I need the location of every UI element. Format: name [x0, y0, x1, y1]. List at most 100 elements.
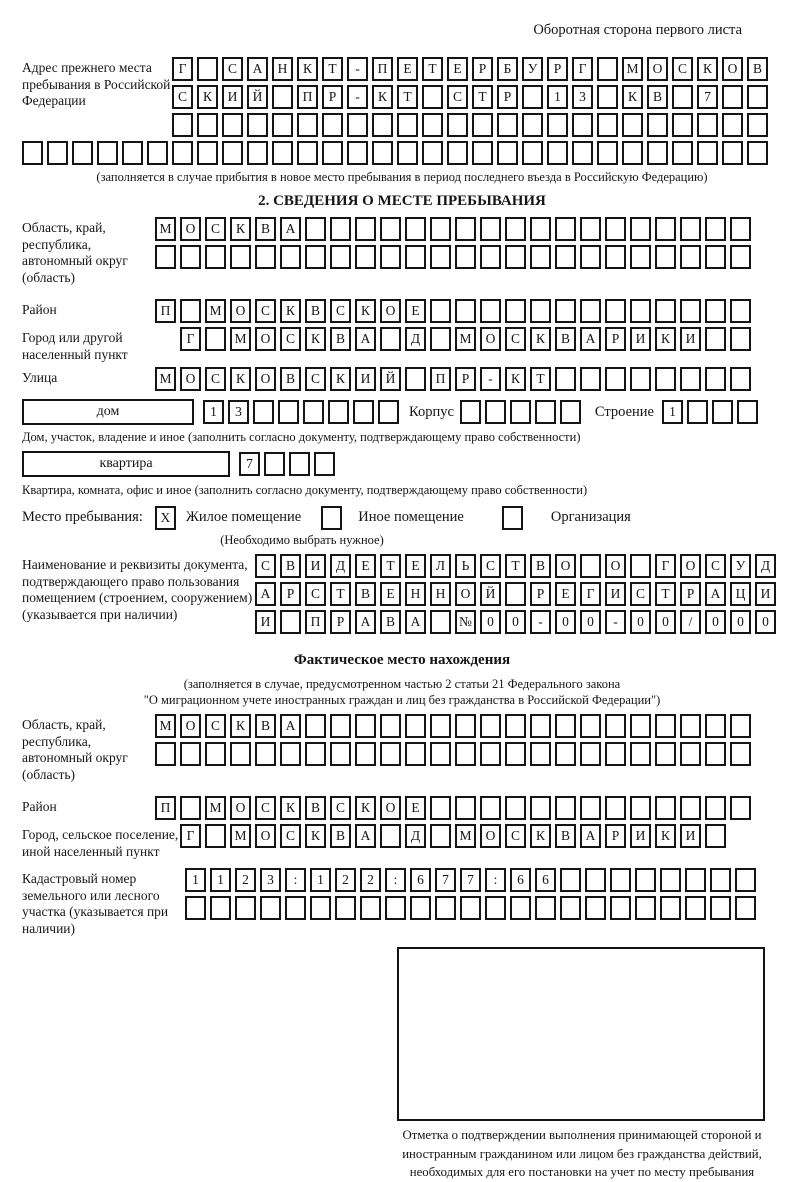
- form-cell: [205, 742, 226, 766]
- fact-rayon-label: Район: [22, 799, 57, 814]
- form-cell: 1: [185, 868, 206, 892]
- form-cell: [559, 400, 581, 424]
- form-cell: Е: [405, 299, 426, 323]
- form-cell: [530, 245, 551, 269]
- form-cell: [680, 299, 701, 323]
- form-cell: [480, 245, 501, 269]
- form-cell: Т: [397, 85, 418, 109]
- form-cell: [430, 299, 451, 323]
- form-cell: И: [355, 367, 376, 391]
- form-cell: [635, 868, 656, 892]
- form-cell: М: [155, 217, 176, 241]
- form-cell: О: [680, 554, 701, 578]
- form-cell: [484, 400, 506, 424]
- form-cell: [705, 217, 726, 241]
- stroenie-label: Строение: [594, 403, 654, 420]
- form-cell: [530, 796, 551, 820]
- kvartira-block: квартира 7: [22, 451, 800, 477]
- fact-gorod-block: Город, сельское поселение, иной населенн…: [22, 824, 800, 860]
- form-cell: [534, 400, 556, 424]
- checkbox-zhiloe[interactable]: X: [154, 506, 176, 530]
- form-cell: [522, 85, 543, 109]
- form-cell: [305, 217, 326, 241]
- form-cell: [705, 299, 726, 323]
- form-cell: Н: [272, 57, 293, 81]
- form-cell: [430, 742, 451, 766]
- form-cell: [622, 141, 643, 165]
- form-cell: [735, 896, 756, 920]
- form-cell: [605, 714, 626, 738]
- form-cell: [230, 245, 251, 269]
- form-cell: В: [647, 85, 668, 109]
- form-cell: К: [530, 824, 551, 848]
- form-cell: [405, 367, 426, 391]
- form-cell: [597, 113, 618, 137]
- form-cell: И: [680, 824, 701, 848]
- prev-address-block: Адрес прежнего места пребывания в Россий…: [22, 57, 800, 137]
- checkbox-inoe[interactable]: [321, 506, 343, 530]
- form-cell: [397, 113, 418, 137]
- doc-row-3: И П Р А В А № 0 0-0 0-0 0/0 0 0: [255, 610, 776, 634]
- form-cell: [660, 868, 681, 892]
- form-cell: 1: [310, 868, 331, 892]
- form-cell: Д: [405, 327, 426, 351]
- form-cell: [197, 141, 218, 165]
- form-cell: К: [305, 327, 326, 351]
- form-cell: [430, 245, 451, 269]
- form-cell: Р: [322, 85, 343, 109]
- form-cell: [672, 141, 693, 165]
- mesto-note: (Необходимо выбрать нужное): [220, 533, 384, 547]
- form-cell: [278, 400, 299, 424]
- form-cell: В: [255, 714, 276, 738]
- form-cell: [660, 896, 681, 920]
- form-cell: П: [305, 610, 326, 634]
- form-cell: [405, 217, 426, 241]
- form-cell: А: [355, 327, 376, 351]
- fact-oblast-label: Область, край, республика, автономный ок…: [22, 717, 128, 782]
- form-cell: [405, 742, 426, 766]
- form-cell: 1: [661, 400, 683, 424]
- form-cell: С: [205, 217, 226, 241]
- form-cell: В: [747, 57, 768, 81]
- form-cell: О: [255, 367, 276, 391]
- form-cell: [305, 742, 326, 766]
- form-cell: О: [380, 796, 401, 820]
- checkbox-organizatsiya[interactable]: [501, 506, 523, 530]
- form-cell: [505, 582, 526, 606]
- form-cell: [405, 714, 426, 738]
- form-cell: -: [480, 367, 501, 391]
- form-cell: [455, 796, 476, 820]
- form-cell: [730, 217, 751, 241]
- form-cell: [297, 141, 318, 165]
- form-cell: С: [205, 714, 226, 738]
- form-cell: В: [305, 299, 326, 323]
- form-cell: [147, 141, 168, 165]
- form-cell: [447, 113, 468, 137]
- form-cell: 0: [580, 610, 601, 634]
- form-cell: [580, 367, 601, 391]
- form-cell: [630, 367, 651, 391]
- form-cell: [722, 85, 743, 109]
- form-cell: [730, 714, 751, 738]
- dom-note: Дом, участок, владение и иное (заполнить…: [22, 430, 581, 444]
- form-cell: В: [255, 217, 276, 241]
- form-cell: Л: [430, 554, 451, 578]
- form-cell: [685, 896, 706, 920]
- form-cell: [597, 85, 618, 109]
- form-cell: М: [622, 57, 643, 81]
- form-cell: С: [305, 582, 326, 606]
- form-cell: [580, 299, 601, 323]
- form-cell: [705, 796, 726, 820]
- form-cell: [680, 217, 701, 241]
- form-cell: К: [697, 57, 718, 81]
- form-cell: -: [530, 610, 551, 634]
- form-cell: Т: [322, 57, 343, 81]
- form-cell: [655, 217, 676, 241]
- form-cell: [730, 245, 751, 269]
- form-cell: [347, 141, 368, 165]
- form-cell: /: [680, 610, 701, 634]
- form-cell: [353, 400, 374, 424]
- option-organizatsiya-label: Организация: [550, 509, 631, 525]
